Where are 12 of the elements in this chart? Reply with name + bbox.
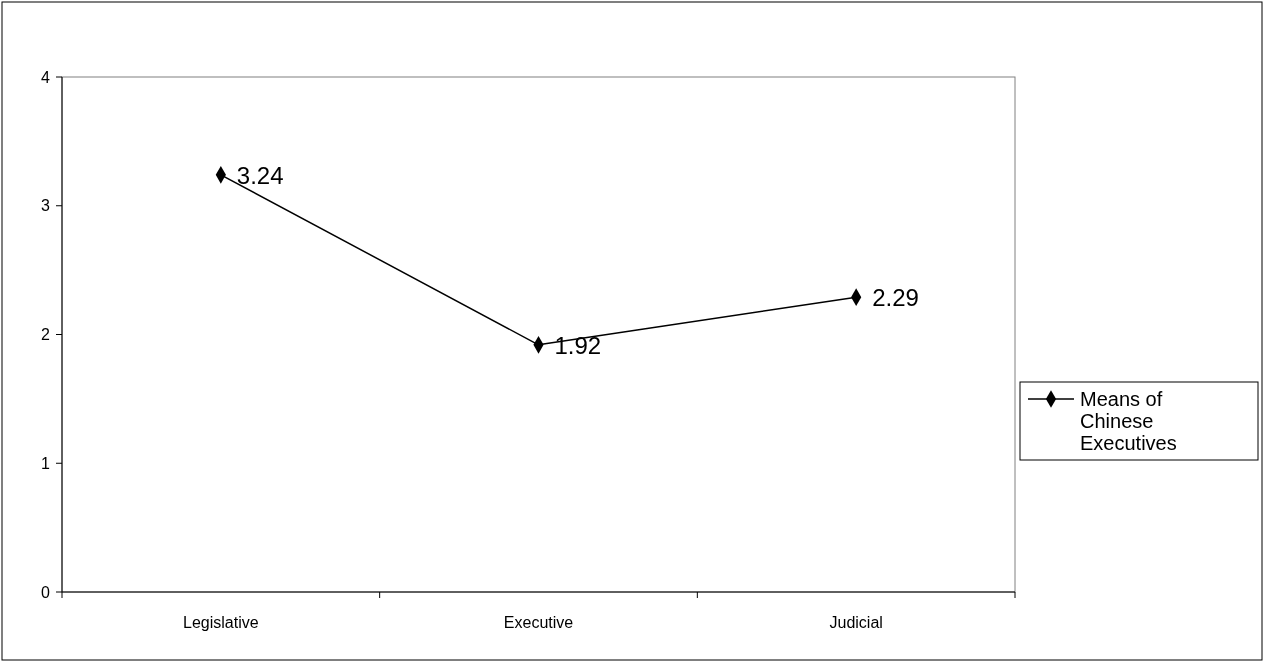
y-tick-label: 0 <box>41 583 51 601</box>
x-tick-label: Judicial <box>829 614 883 631</box>
y-tick-label: 1 <box>41 454 51 472</box>
x-tick-label: Executive <box>503 614 574 631</box>
x-tick-label: Legislative <box>183 614 259 631</box>
y-tick-label: 4 <box>41 68 51 86</box>
data-label: 2.29 <box>872 284 919 312</box>
y-tick-label: 2 <box>41 326 51 344</box>
data-label: 1.92 <box>554 331 602 359</box>
data-label: 3.24 <box>236 161 284 189</box>
legend-label: Means of Chinese Executives <box>1080 388 1177 454</box>
y-tick-label: 3 <box>41 197 51 215</box>
